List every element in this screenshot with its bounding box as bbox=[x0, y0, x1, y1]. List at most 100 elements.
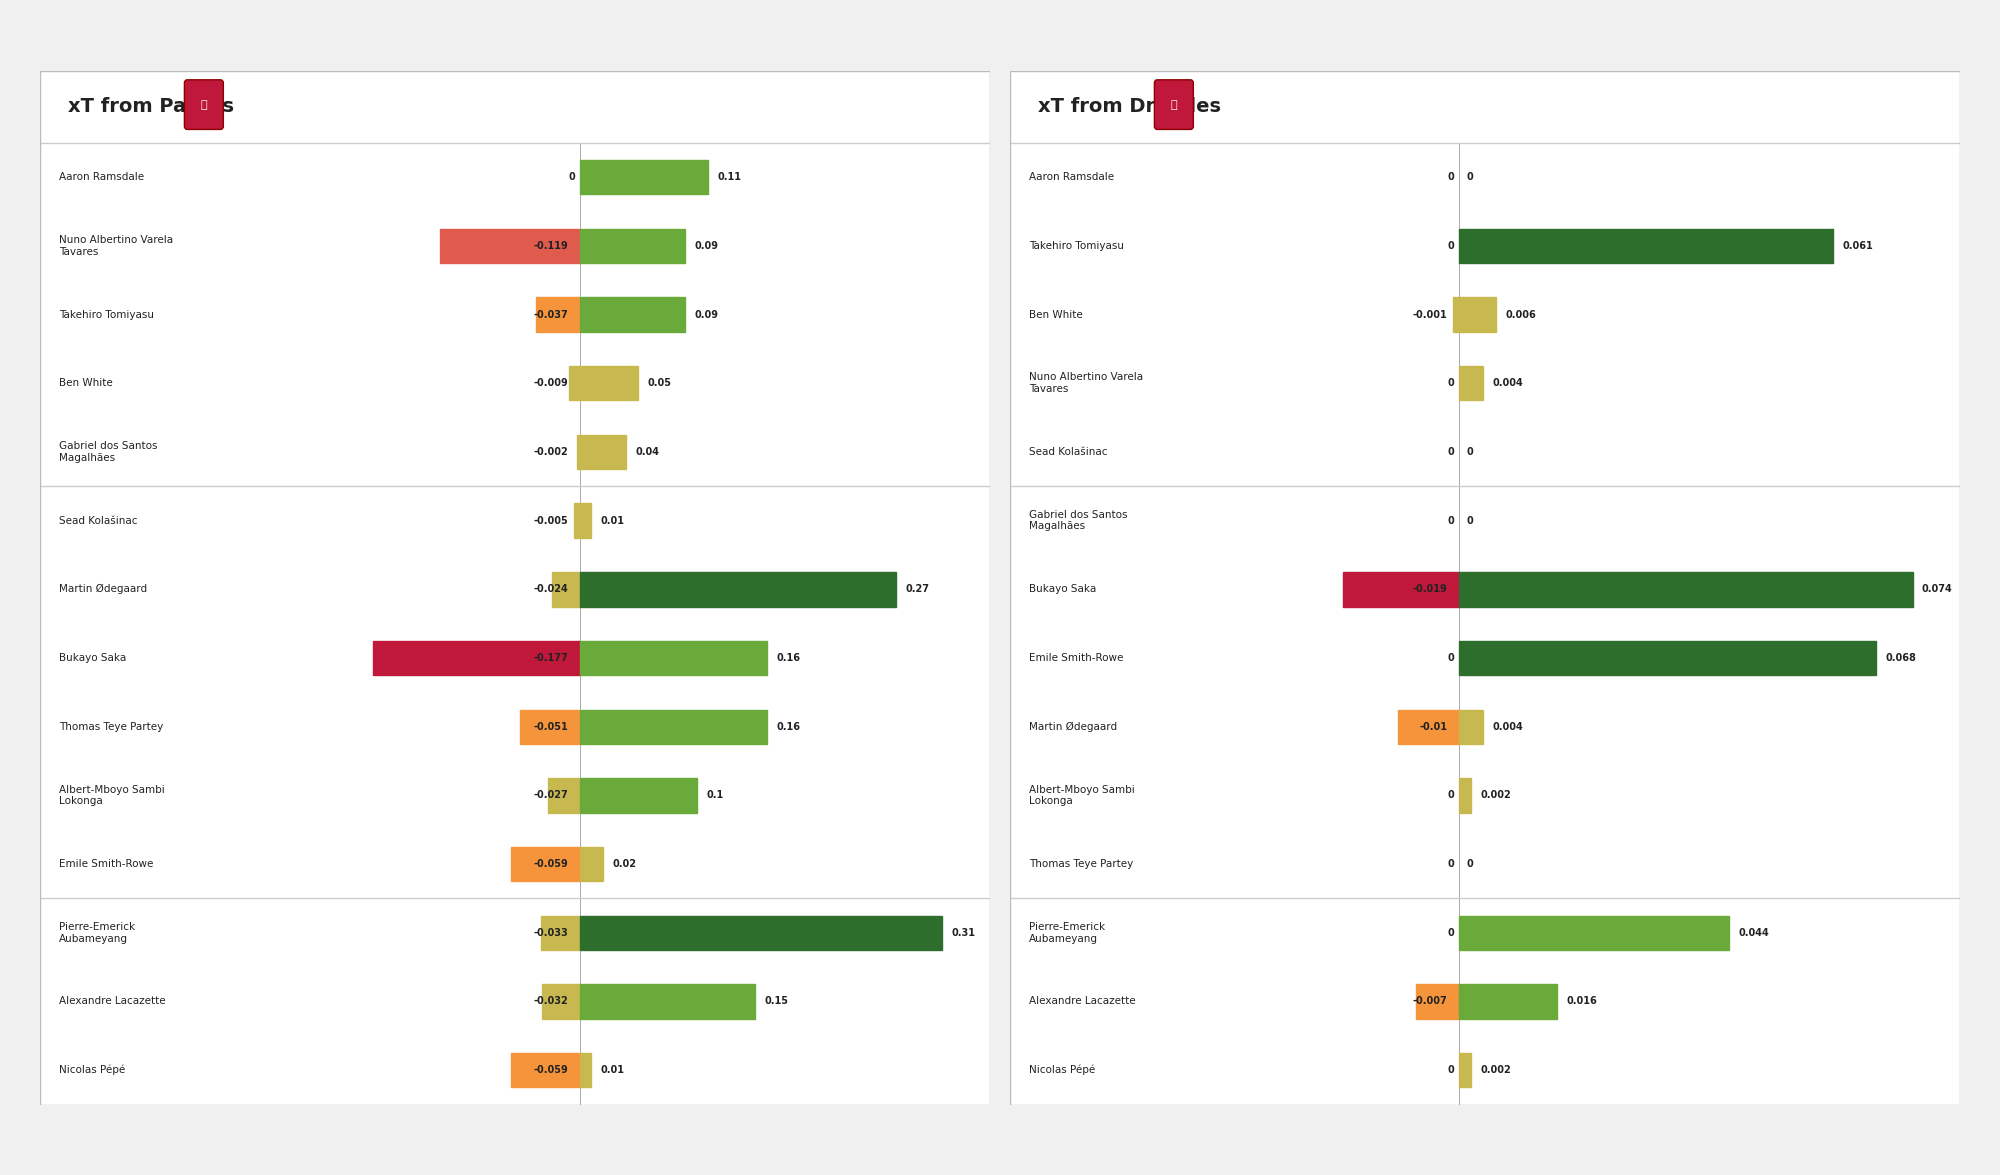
Bar bbox=[580, 572, 896, 606]
Text: 0.006: 0.006 bbox=[1506, 309, 1536, 320]
Text: -0.059: -0.059 bbox=[534, 859, 568, 870]
Bar bbox=[580, 160, 708, 194]
Text: 0: 0 bbox=[1466, 173, 1474, 182]
Text: 0: 0 bbox=[568, 173, 574, 182]
Text: -0.019: -0.019 bbox=[1412, 584, 1448, 595]
FancyBboxPatch shape bbox=[184, 80, 224, 129]
Text: 0.016: 0.016 bbox=[1566, 996, 1598, 1007]
Text: Bukayo Saka: Bukayo Saka bbox=[1028, 584, 1096, 595]
Bar bbox=[580, 985, 756, 1019]
Text: Nicolas Pépé: Nicolas Pépé bbox=[60, 1065, 126, 1075]
Bar bbox=[1010, 70, 1960, 143]
Text: -0.001: -0.001 bbox=[1412, 309, 1448, 320]
Bar bbox=[542, 915, 580, 949]
Text: Thomas Teye Partey: Thomas Teye Partey bbox=[60, 721, 164, 732]
Bar bbox=[580, 367, 638, 401]
Text: 0: 0 bbox=[1448, 928, 1454, 938]
Text: Nuno Albertino Varela
Tavares: Nuno Albertino Varela Tavares bbox=[1028, 372, 1144, 394]
Text: Thomas Teye Partey: Thomas Teye Partey bbox=[1028, 859, 1134, 870]
Bar bbox=[580, 435, 626, 469]
Text: Pierre-Emerick
Aubameyang: Pierre-Emerick Aubameyang bbox=[1028, 922, 1106, 944]
Text: -0.037: -0.037 bbox=[534, 309, 568, 320]
Text: -0.009: -0.009 bbox=[534, 378, 568, 388]
Bar bbox=[574, 503, 580, 538]
Bar bbox=[552, 572, 580, 606]
Bar bbox=[580, 710, 766, 744]
Bar bbox=[580, 915, 942, 949]
Text: 0: 0 bbox=[1466, 859, 1474, 870]
Bar bbox=[542, 985, 580, 1019]
Text: 0.04: 0.04 bbox=[636, 446, 660, 457]
Bar bbox=[536, 297, 580, 331]
Bar bbox=[520, 710, 580, 744]
Text: 0.05: 0.05 bbox=[648, 378, 672, 388]
Text: 0.004: 0.004 bbox=[1492, 721, 1524, 732]
Text: 0.11: 0.11 bbox=[718, 173, 742, 182]
Text: 0.09: 0.09 bbox=[694, 309, 718, 320]
Text: 0.15: 0.15 bbox=[764, 996, 788, 1007]
Text: Nuno Albertino Varela
Tavares: Nuno Albertino Varela Tavares bbox=[60, 235, 174, 256]
Bar bbox=[580, 229, 686, 263]
Text: 0: 0 bbox=[1448, 791, 1454, 800]
Bar bbox=[578, 435, 580, 469]
Text: Alexandre Lacazette: Alexandre Lacazette bbox=[1028, 996, 1136, 1007]
Text: Albert-Mboyo Sambi
Lokonga: Albert-Mboyo Sambi Lokonga bbox=[1028, 785, 1134, 806]
Bar bbox=[510, 1053, 580, 1087]
Text: 0.074: 0.074 bbox=[1922, 584, 1952, 595]
Bar bbox=[1458, 229, 1832, 263]
Text: Emile Smith-Rowe: Emile Smith-Rowe bbox=[1028, 653, 1124, 663]
Bar bbox=[1458, 572, 1912, 606]
FancyBboxPatch shape bbox=[1154, 80, 1194, 129]
Text: -0.007: -0.007 bbox=[1412, 996, 1448, 1007]
Bar bbox=[1398, 710, 1458, 744]
Text: Nicolas Pépé: Nicolas Pépé bbox=[1028, 1065, 1096, 1075]
Text: -0.033: -0.033 bbox=[534, 928, 568, 938]
Bar bbox=[580, 778, 696, 813]
Text: -0.005: -0.005 bbox=[534, 516, 568, 525]
Text: 0: 0 bbox=[1448, 1066, 1454, 1075]
Bar bbox=[510, 847, 580, 881]
Bar bbox=[1458, 778, 1472, 813]
Text: Pierre-Emerick
Aubameyang: Pierre-Emerick Aubameyang bbox=[60, 922, 136, 944]
Text: 0.16: 0.16 bbox=[776, 653, 800, 663]
Text: 0: 0 bbox=[1466, 446, 1474, 457]
Text: 0.002: 0.002 bbox=[1480, 791, 1512, 800]
Text: Sead Kolašinac: Sead Kolašinac bbox=[60, 516, 138, 525]
Text: -0.002: -0.002 bbox=[534, 446, 568, 457]
Text: 0.09: 0.09 bbox=[694, 241, 718, 251]
Text: 0.068: 0.068 bbox=[1886, 653, 1916, 663]
Text: Alexandre Lacazette: Alexandre Lacazette bbox=[60, 996, 166, 1007]
Text: ⚽: ⚽ bbox=[1170, 100, 1178, 109]
Bar bbox=[1458, 297, 1496, 331]
Bar bbox=[440, 229, 580, 263]
Text: Aaron Ramsdale: Aaron Ramsdale bbox=[60, 173, 144, 182]
Bar bbox=[580, 847, 604, 881]
Text: Albert-Mboyo Sambi
Lokonga: Albert-Mboyo Sambi Lokonga bbox=[60, 785, 164, 806]
Text: Aaron Ramsdale: Aaron Ramsdale bbox=[1028, 173, 1114, 182]
Text: ⚽: ⚽ bbox=[200, 100, 208, 109]
Text: Martin Ødegaard: Martin Ødegaard bbox=[60, 584, 148, 595]
Text: xT from Passes: xT from Passes bbox=[68, 98, 234, 116]
Text: 0: 0 bbox=[1448, 516, 1454, 525]
Text: Gabriel dos Santos
Magalhães: Gabriel dos Santos Magalhães bbox=[60, 441, 158, 463]
Bar bbox=[1458, 640, 1876, 676]
Text: -0.01: -0.01 bbox=[1420, 721, 1448, 732]
Text: Bukayo Saka: Bukayo Saka bbox=[60, 653, 126, 663]
Bar bbox=[570, 367, 580, 401]
Text: Takehiro Tomiyasu: Takehiro Tomiyasu bbox=[1028, 241, 1124, 251]
Text: 0.31: 0.31 bbox=[952, 928, 976, 938]
Text: 0.044: 0.044 bbox=[1738, 928, 1768, 938]
Bar bbox=[1458, 915, 1728, 949]
Text: Takehiro Tomiyasu: Takehiro Tomiyasu bbox=[60, 309, 154, 320]
Text: 0.01: 0.01 bbox=[600, 516, 624, 525]
Text: 0.27: 0.27 bbox=[906, 584, 930, 595]
Text: Sead Kolašinac: Sead Kolašinac bbox=[1028, 446, 1108, 457]
Bar bbox=[1452, 297, 1458, 331]
Text: Ben White: Ben White bbox=[60, 378, 112, 388]
Text: 0: 0 bbox=[1466, 516, 1474, 525]
Text: 0: 0 bbox=[1448, 859, 1454, 870]
Bar bbox=[40, 70, 990, 143]
Bar bbox=[1458, 367, 1484, 401]
Text: -0.177: -0.177 bbox=[534, 653, 568, 663]
Text: 0.002: 0.002 bbox=[1480, 1066, 1512, 1075]
